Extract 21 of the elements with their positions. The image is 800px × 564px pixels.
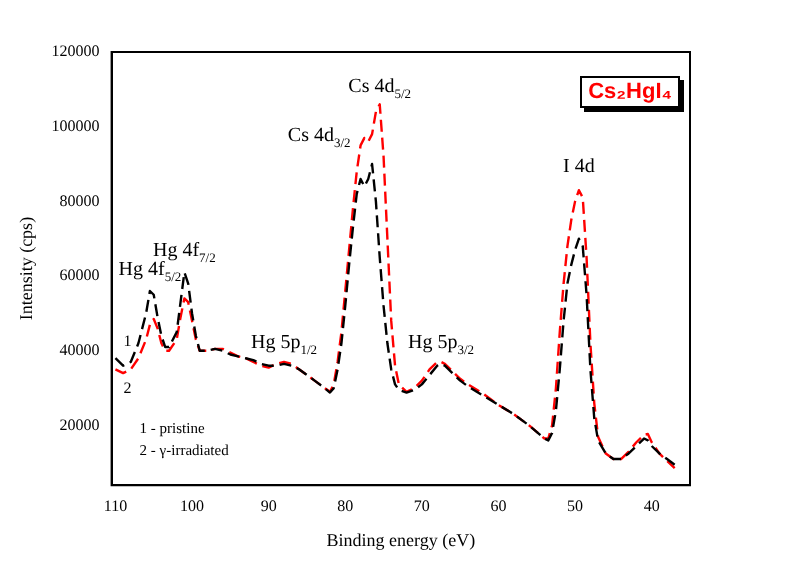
y-tick-label: 40000 (59, 340, 100, 359)
y-tick-label: 60000 (59, 266, 100, 285)
x-tick-label: 80 (337, 496, 354, 515)
x-tick-label: 90 (260, 496, 277, 515)
line-series (114, 103, 676, 470)
x-tick-label: 50 (567, 496, 584, 515)
x-tick-label: 110 (103, 496, 128, 515)
x-tick-label: 100 (180, 496, 205, 515)
y-axis-title: Intensity (cps) (15, 216, 36, 321)
series-label: 2 (123, 379, 132, 398)
y-tick-label: 80000 (59, 191, 100, 210)
y-tick-label: 20000 (59, 415, 100, 434)
x-tick-label: 40 (643, 496, 660, 515)
text: Cs₂HgI₄ (580, 76, 680, 108)
series-label: 1 (123, 332, 132, 351)
x-tick-label: 60 (490, 496, 507, 515)
y-tick-label: 100000 (51, 116, 100, 135)
x-axis-title: Binding energy (eV) (326, 529, 476, 550)
x-tick-label: 70 (413, 496, 430, 515)
annotation: I 4d (563, 156, 595, 179)
y-tick-label: 120000 (51, 42, 100, 61)
